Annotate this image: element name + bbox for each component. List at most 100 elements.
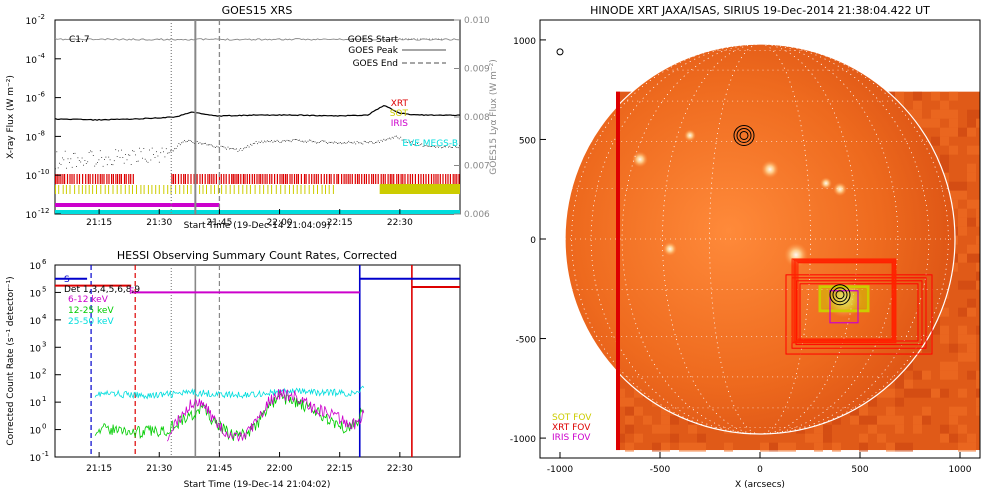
xrs-xtick-label: 21:45 [206,218,232,228]
xrt-image-block [724,442,733,452]
xrt-image-block [922,415,931,425]
series-short-point [257,143,258,145]
series-short-point [60,164,62,165]
xrt-image-block [967,145,976,155]
coverage-tick-sot [155,185,157,194]
series-short-point [55,168,56,170]
xrt-image-block [697,442,706,452]
coverage-tick-xrt [85,174,87,184]
series-short-point [271,140,272,141]
coverage-tick-sot [170,185,172,194]
series-short-point [196,141,198,142]
coverage-tick-xrt [246,174,248,184]
xrt-image-block [922,370,931,380]
coverage-bar-eve-megs-b [55,210,460,214]
series-short-point [220,145,222,147]
xrt-image-block [976,262,980,272]
series-short-point [432,145,434,147]
coverage-tick-xrt [274,174,276,184]
coverage-tick-xrt [345,174,347,184]
series-short-point [151,147,153,149]
coverage-tick-xrt [55,174,57,184]
hessi-ytick-label: 10 [30,399,42,409]
coverage-tick-sot [217,185,219,194]
series-short-point [135,154,136,156]
coverage-tick-xrt [402,174,404,184]
series-short-point [227,146,229,148]
xrs-xtick-label: 22:00 [267,218,293,228]
coverage-tick-xrt [172,174,175,184]
series-short-point [126,159,128,161]
series-short-point [269,141,271,143]
series-short-point [457,147,459,149]
coverage-tick-xrt [293,174,296,184]
coverage-tick-xrt [372,174,375,184]
series-short-point [376,141,378,143]
xrt-image-block [958,406,967,416]
xrt-image-block [913,370,922,380]
hessi-legend-12-25: 12-25 keV [68,306,114,316]
coverage-tick-xrt [433,174,435,184]
hessi-panel: HESSI Observing Summary Count Rates, Cor… [6,249,461,490]
series-short-point [302,140,303,142]
coverage-tick-sot [81,185,83,194]
series-short-point [338,142,340,144]
series-short-point [174,148,176,150]
coverage-tick-xrt [101,174,103,184]
series-short-point [172,150,174,152]
coverage-tick-xrt [123,174,126,184]
coverage-tick-xrt [456,174,458,184]
coverage-tick-xrt [87,174,89,184]
xrt-fov-box [796,261,894,341]
coverage-tick-xrt [305,174,307,184]
series-short-point [90,150,91,152]
xrt-image-block [958,190,967,200]
xrs-ytick-label: 10 [26,172,38,182]
xrt-image-block [886,415,895,425]
coverage-tick-xrt [56,174,58,184]
xrt-image-block [661,424,670,434]
coverage-tick-xrt [313,174,315,184]
xrt-image-block [940,424,949,434]
xrt-image-block [643,415,652,425]
coverage-tick-sot [69,185,71,194]
xrt-image-block [976,244,980,254]
xrt-grid-longitude [709,43,811,435]
series-short-point [146,160,147,162]
series-short-point [136,161,138,162]
hessi-ytick-label: 10 [30,289,42,299]
coverage-tick-sot [284,185,286,194]
coverage-tick-xrt [452,174,454,184]
xrt-image-block [859,433,868,443]
xrt-bright-region [663,241,677,256]
xrs-ytick-exponent: -4 [38,52,46,60]
series-short-point [285,140,286,142]
series-short-point [231,148,233,149]
coverage-tick-xrt [400,174,402,184]
coverage-tick-xrt [365,174,367,184]
xrt-ytick-label: 1000 [513,37,536,47]
coverage-tick-xrt [174,174,177,184]
xrt-image-block [931,325,940,335]
xrs-xtick-label: 22:30 [387,218,413,228]
coverage-tick-sot [167,185,169,194]
series-short-point [255,141,257,142]
xrt-image-block [688,442,697,452]
xrt-axes: -1000 -500 0 500 1000 1000 500 0 -500 -1000 [510,37,972,475]
coverage-tick-xrt [271,174,273,184]
series-short-point [369,141,371,143]
coverage-tick-sot [92,185,94,194]
series-short-point [408,139,410,141]
xrt-ytick-label: -500 [516,336,537,346]
xrs-ytick-exponent: -6 [38,91,46,99]
coverage-tick-xrt [430,174,433,184]
coverage-tick-xrt [89,174,91,184]
series-short-point [279,142,281,143]
series-short-point [290,141,292,143]
xrt-ytick-label: 0 [530,236,536,246]
coverage-tick-xrt [371,174,373,184]
series-short-point [438,146,439,148]
series-short-point [300,140,302,142]
series-short-point [171,150,173,152]
